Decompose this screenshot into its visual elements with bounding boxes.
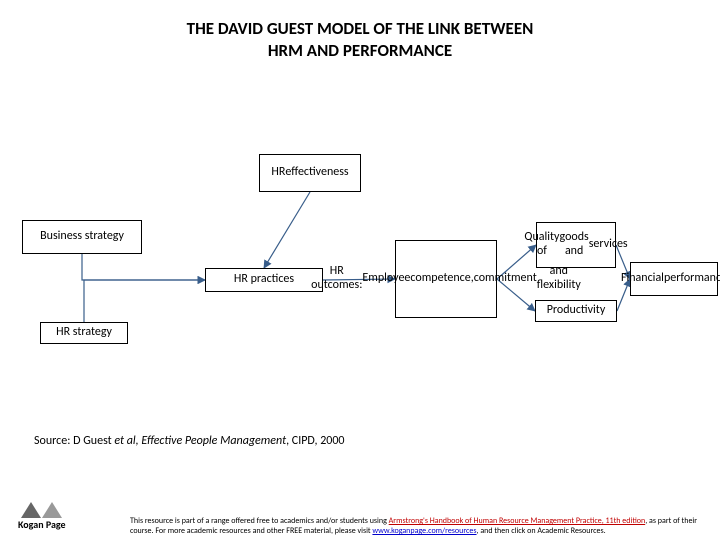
node-hr-effectiveness: HReffectiveness (259, 154, 361, 192)
edge-1 (84, 280, 205, 322)
node-hr-outcomes: HR outcomes:Employeecompetence,commitmen… (395, 240, 497, 318)
page-title: THE DAVID GUEST MODEL OF THE LINK BETWEE… (0, 18, 720, 62)
source-etal: et al, Effective People Management (114, 434, 286, 448)
node-hr-practices: HR practices (205, 268, 323, 292)
node-financial: Financialperformance (630, 262, 718, 296)
node-quality: Quality ofgoods andservices (536, 222, 616, 268)
source-citation: Source: D Guest et al, Effective People … (34, 434, 345, 448)
triangle-icon (42, 502, 62, 518)
node-business-strategy: Business strategy (22, 220, 142, 254)
footnote-pre: This resource is part of a range offered… (130, 516, 389, 526)
edge-2 (264, 192, 310, 268)
title-line2: HRM AND PERFORMANCE (268, 40, 452, 61)
footnote-book-link[interactable]: Armstrong's Handbook of Human Resource M… (389, 516, 646, 526)
node-productivity: Productivity (535, 300, 617, 322)
publisher-logo: Kogan Page (18, 498, 108, 534)
title-line1: THE DAVID GUEST MODEL OF THE LINK BETWEE… (187, 18, 534, 39)
footnote: This resource is part of a range offered… (130, 516, 700, 536)
edge-0 (82, 254, 205, 280)
footnote-post: , and then click on Academic Resources. (477, 526, 606, 536)
logo-brand: Kogan Page (18, 518, 66, 531)
source-prefix: Source: D Guest (34, 434, 114, 448)
node-hr-strategy: HR strategy (40, 322, 128, 344)
footnote-url-link[interactable]: www.koganpage.com/resources (372, 526, 476, 536)
source-suffix: , CIPD, 2000 (286, 434, 344, 448)
footer: Kogan Page This resource is part of a ra… (0, 492, 720, 540)
triangle-icon (21, 502, 41, 518)
